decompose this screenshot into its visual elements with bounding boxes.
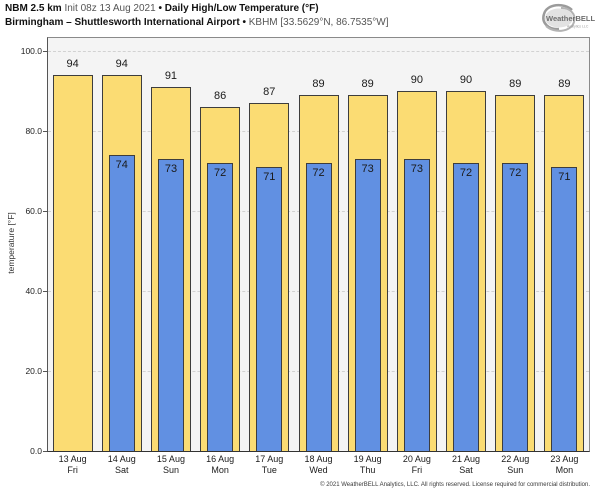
bar-value-high: 89 bbox=[509, 78, 522, 90]
bar-value-low: 72 bbox=[214, 167, 227, 179]
init-time: Init 08z 13 Aug 2021 bbox=[64, 3, 156, 14]
bar-value-low: 72 bbox=[509, 167, 522, 179]
y-tick-label: 20.0 bbox=[25, 365, 42, 376]
bar-low bbox=[551, 167, 578, 451]
bar-value-high: 86 bbox=[213, 90, 227, 102]
y-tick-mark bbox=[43, 211, 47, 212]
x-tick-date: 20 Aug bbox=[402, 454, 431, 464]
x-tick-label: 22 Aug Sun bbox=[491, 454, 540, 476]
y-tick-mark bbox=[43, 371, 47, 372]
x-tick-day: Sat bbox=[115, 465, 129, 475]
x-tick-label: 14 Aug Sat bbox=[97, 454, 146, 476]
y-tick-label: 0.0 bbox=[30, 445, 42, 456]
grid-line bbox=[48, 51, 589, 52]
separator-bullet-icon: • bbox=[242, 16, 246, 28]
bar-low bbox=[207, 163, 234, 451]
x-tick-day: Wed bbox=[309, 465, 328, 475]
x-tick-day: Mon bbox=[211, 465, 229, 475]
x-tick-label: 23 Aug Mon bbox=[540, 454, 589, 476]
copyright-text: © 2021 WeatherBELL Analytics, LLC. All r… bbox=[320, 482, 590, 488]
bar-value-high: 94 bbox=[115, 58, 128, 70]
x-tick-day: Mon bbox=[555, 465, 574, 475]
product-name: Daily High/Low Temperature (°F) bbox=[164, 3, 319, 14]
station-id: KBHM [33.5629°N, 86.7535°W] bbox=[248, 16, 389, 28]
bar-value-high: 87 bbox=[263, 86, 276, 98]
bar-value-high: 90 bbox=[410, 74, 423, 86]
y-tick-mark bbox=[43, 291, 47, 292]
bar-value-high: 94 bbox=[66, 58, 79, 70]
bar-low bbox=[305, 163, 332, 451]
separator-bullet-icon: • bbox=[158, 3, 162, 14]
bar-value-high: 89 bbox=[312, 78, 325, 90]
bar-value-low: 72 bbox=[312, 167, 325, 179]
x-tick-date: 22 Aug bbox=[501, 454, 530, 464]
bar-value-high: 90 bbox=[459, 74, 473, 86]
y-axis-title: temperature [°F] bbox=[6, 212, 16, 274]
chart-title: NBM 2.5 km Init 08z 13 Aug 2021 • Daily … bbox=[5, 2, 388, 29]
bar-value-high: 89 bbox=[361, 78, 374, 90]
x-tick-label: 18 Aug Wed bbox=[294, 454, 343, 476]
x-tick-day: Fri bbox=[411, 465, 423, 475]
bar-low bbox=[157, 159, 184, 451]
bar-low bbox=[256, 167, 283, 451]
x-tick-date: 14 Aug bbox=[107, 454, 136, 464]
bar-value-low: 72 bbox=[459, 167, 473, 179]
x-tick-date: 19 Aug bbox=[353, 454, 382, 464]
x-tick-date: 17 Aug bbox=[255, 454, 284, 464]
x-tick-date: 21 Aug bbox=[452, 454, 481, 464]
x-tick-date: 13 Aug bbox=[58, 454, 87, 464]
bar-value-high: 91 bbox=[164, 70, 178, 82]
y-tick-mark bbox=[43, 51, 47, 52]
x-tick-day: Tue bbox=[261, 465, 277, 475]
x-tick-label: 19 Aug Thu bbox=[343, 454, 392, 476]
model-name: NBM 2.5 km bbox=[5, 3, 62, 14]
bar-value-low: 73 bbox=[164, 163, 178, 175]
bar-value-low: 71 bbox=[558, 171, 571, 183]
bar-value-low: 73 bbox=[410, 163, 423, 175]
bar-value-low: 73 bbox=[361, 163, 374, 175]
bar-low bbox=[108, 155, 135, 451]
bar-low bbox=[354, 159, 381, 451]
x-tick-label: 13 Aug Fri bbox=[48, 454, 97, 476]
x-tick-date: 18 Aug bbox=[304, 454, 333, 464]
bar-low bbox=[403, 159, 430, 451]
title-line-2: Birmingham – Shuttlesworth International… bbox=[5, 16, 388, 30]
x-tick-date: 16 Aug bbox=[206, 454, 235, 464]
logo-subtext: Analytics LLC bbox=[567, 25, 589, 29]
plot-area: 94 94 74 91 73 86 72 87 71 89 72 89 73 90 73 90 72 89 72 89… bbox=[47, 37, 590, 452]
x-tick-day: Thu bbox=[359, 465, 376, 475]
x-tick-label: 15 Aug Sun bbox=[146, 454, 195, 476]
x-tick-label: 21 Aug Sat bbox=[441, 454, 490, 476]
x-tick-day: Sat bbox=[459, 465, 473, 475]
x-tick-label: 20 Aug Fri bbox=[392, 454, 441, 476]
title-line-1: NBM 2.5 km Init 08z 13 Aug 2021 • Daily … bbox=[5, 2, 388, 16]
y-tick-label: 40.0 bbox=[25, 285, 42, 296]
x-tick-label: 17 Aug Tue bbox=[245, 454, 294, 476]
hurricane-swirl-icon: WeatherBELL Analytics LLC bbox=[542, 3, 595, 32]
x-tick-date: 15 Aug bbox=[156, 454, 185, 464]
bar-low bbox=[453, 163, 480, 451]
x-tick-date: 23 Aug bbox=[550, 454, 579, 464]
y-tick-mark bbox=[43, 451, 47, 452]
y-tick-mark bbox=[43, 131, 47, 132]
bar-high bbox=[52, 75, 93, 451]
y-tick-label: 60.0 bbox=[25, 205, 42, 216]
x-tick-label: 16 Aug Mon bbox=[196, 454, 245, 476]
bar-value-low: 74 bbox=[115, 159, 128, 171]
x-tick-day: Fri bbox=[67, 465, 78, 475]
bar-value-high: 89 bbox=[558, 78, 571, 90]
x-tick-day: Sun bbox=[507, 465, 524, 475]
bar-value-low: 71 bbox=[263, 171, 276, 183]
station-name: Birmingham – Shuttlesworth International… bbox=[5, 16, 240, 28]
logo-text: WeatherBELL bbox=[546, 14, 595, 23]
y-tick-label: 100.0 bbox=[20, 45, 42, 56]
weatherbell-logo: WeatherBELL Analytics LLC bbox=[534, 2, 596, 40]
x-tick-day: Sun bbox=[162, 465, 179, 475]
bar-low bbox=[502, 163, 529, 451]
y-tick-label: 80.0 bbox=[25, 125, 42, 136]
